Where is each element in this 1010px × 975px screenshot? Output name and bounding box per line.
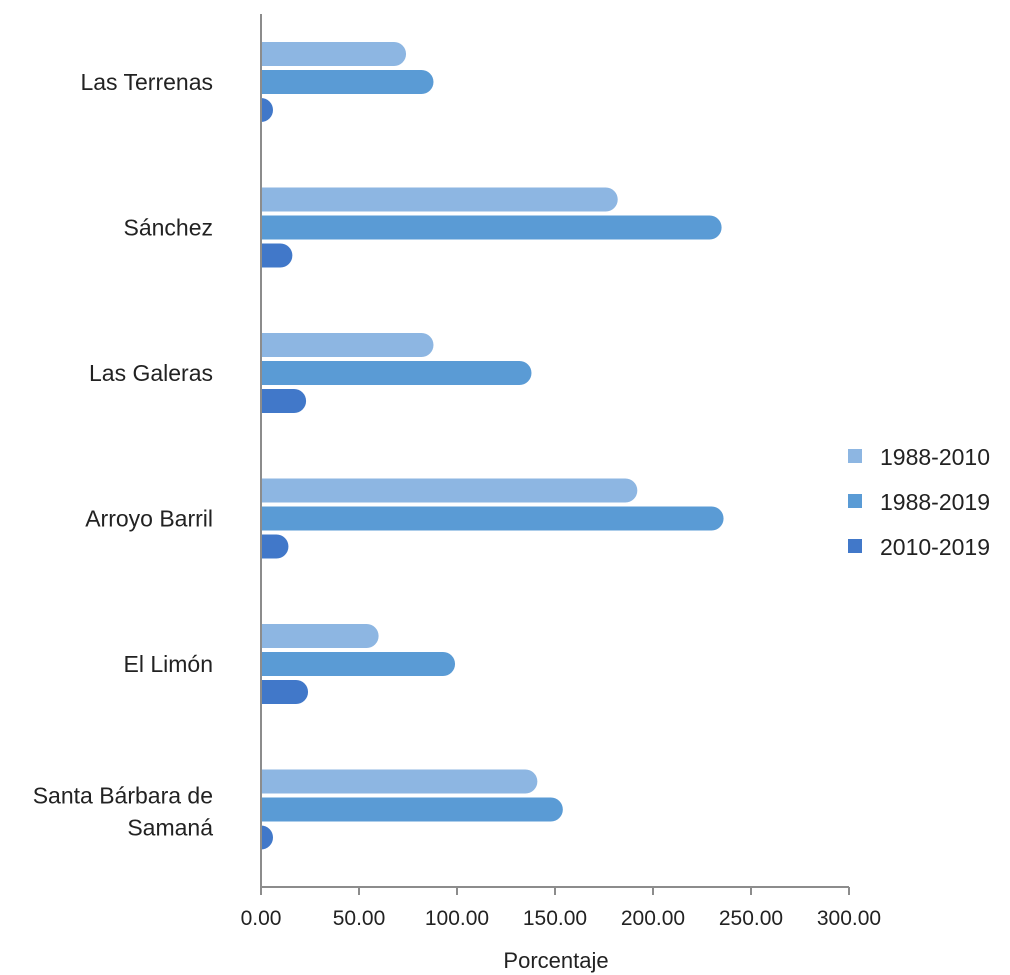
x-tick-label: 300.00	[817, 907, 881, 930]
legend: 1988-2010 1988-2019 2010-2019	[848, 444, 990, 560]
bar-2010-2019-0	[261, 98, 273, 122]
category-label: El Limón	[124, 651, 213, 677]
bar-2010-2019-5	[261, 825, 273, 850]
bars-group	[261, 42, 724, 850]
bar-1988-2010-4	[261, 624, 379, 648]
x-tick-label: 0.00	[241, 907, 282, 930]
category-label: Arroyo Barril	[85, 506, 213, 532]
x-tick-label: 150.00	[523, 907, 587, 930]
x-tick-label: 200.00	[621, 907, 685, 930]
legend-label: 1988-2010	[880, 444, 990, 470]
category-label: Las Terrenas	[80, 69, 213, 95]
legend-label: 2010-2019	[880, 534, 990, 560]
category-label: Las Galeras	[89, 360, 213, 386]
bar-2010-2019-1	[261, 243, 293, 268]
bar-1988-2010-5	[261, 769, 538, 794]
legend-label: 1988-2019	[880, 489, 990, 515]
bar-1988-2010-3	[261, 478, 638, 503]
bar-2010-2019-2	[261, 389, 307, 413]
bar-2010-2019-4	[261, 680, 309, 704]
category-label: Santa Bárbara de Samaná	[33, 783, 213, 841]
bar-1988-2019-2	[261, 361, 532, 386]
bar-2010-2019-3	[261, 534, 289, 559]
bar-1988-2019-3	[261, 506, 724, 531]
bar-1988-2019-1	[261, 215, 722, 240]
category-label: Sánchez	[123, 215, 213, 241]
bar-1988-2010-1	[261, 187, 618, 212]
x-tick-label: 100.00	[425, 907, 489, 930]
bar-1988-2019-4	[261, 652, 456, 676]
bar-1988-2010-2	[261, 333, 434, 357]
bar-1988-2019-5	[261, 797, 563, 822]
legend-swatch-1988-2019	[848, 494, 862, 508]
legend-swatch-2010-2019	[848, 539, 862, 553]
x-tick-label: 250.00	[719, 907, 783, 930]
x-axis-ticks: 0.00 50.00 100.00 150.00 200.00 250.00 300.00	[241, 887, 881, 930]
category-labels: Las Terrenas Sánchez Las Galeras Arroyo Bar…	[33, 69, 213, 841]
legend-swatch-1988-2010	[848, 449, 862, 463]
bar-1988-2019-0	[261, 70, 434, 94]
x-tick-label: 50.00	[333, 907, 386, 930]
x-axis-title: Porcentaje	[503, 948, 608, 973]
bar-1988-2010-0	[261, 42, 407, 66]
